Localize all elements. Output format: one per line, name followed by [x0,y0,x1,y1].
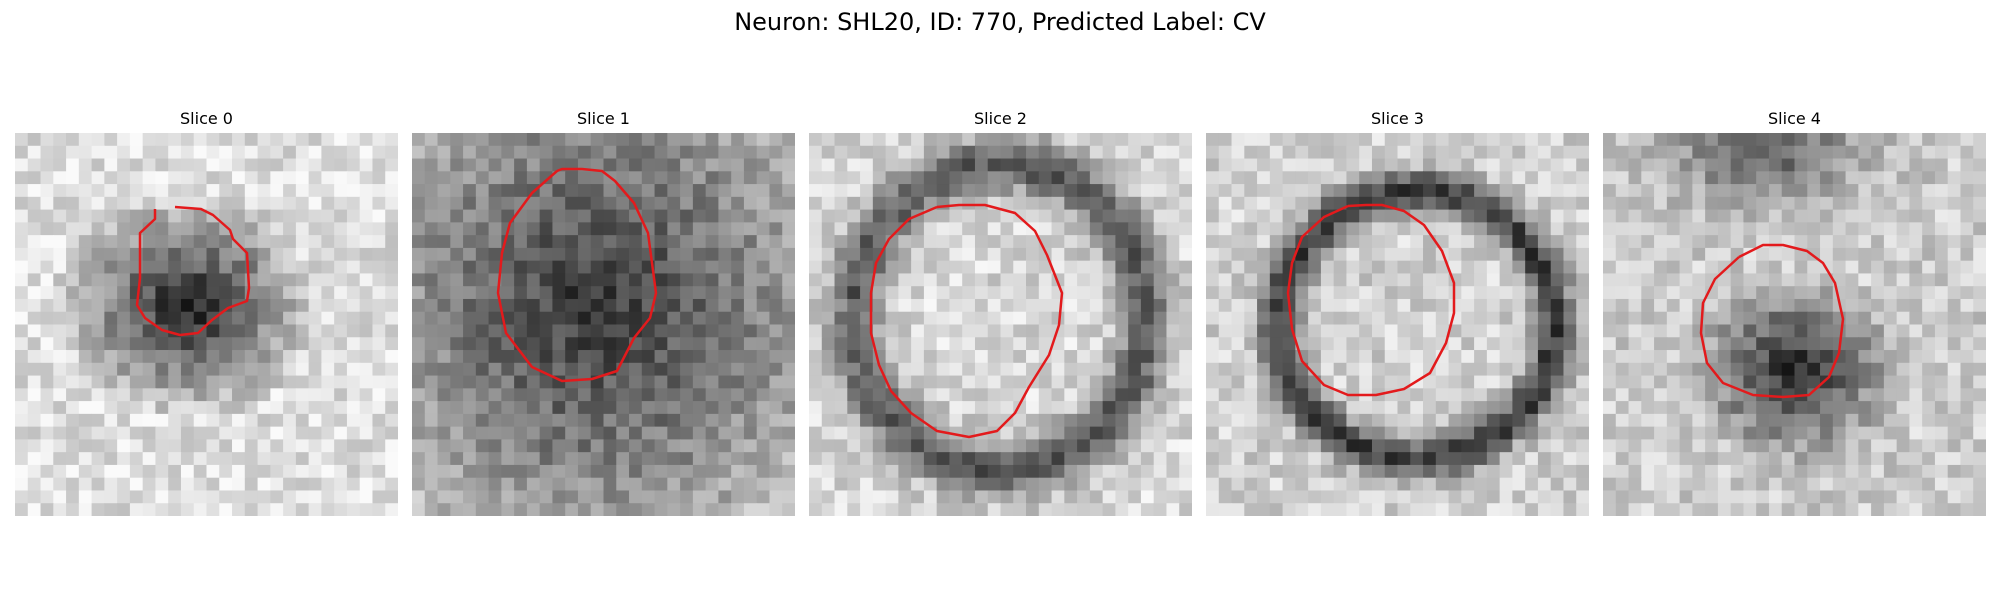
roi-contour-2 [869,203,1064,439]
slice-image-4 [1603,133,1986,516]
figure-title: Neuron: SHL20, ID: 770, Predicted Label:… [734,8,1266,36]
slice-title-3: Slice 3 [1371,109,1424,128]
slice-image-3 [1206,133,1589,516]
slice-panel-1: Slice 1 [412,108,795,516]
slice-image-2 [809,133,1192,516]
roi-contour-4 [1699,243,1845,399]
roi-contour-1 [496,167,658,383]
slice-title-0: Slice 0 [180,109,233,128]
slice-image-1 [412,133,795,516]
slice-panel-4: Slice 4 [1603,108,1986,516]
slice-panel-3: Slice 3 [1206,108,1589,516]
slice-title-1: Slice 1 [577,109,630,128]
roi-contour-3 [1286,203,1456,397]
slice-image-0 [15,133,398,516]
slice-title-4: Slice 4 [1768,109,1821,128]
slice-panel-2: Slice 2 [809,108,1192,516]
slice-title-2: Slice 2 [974,109,1027,128]
slice-panel-0: Slice 0 [15,108,398,516]
roi-contour-0 [135,205,251,337]
